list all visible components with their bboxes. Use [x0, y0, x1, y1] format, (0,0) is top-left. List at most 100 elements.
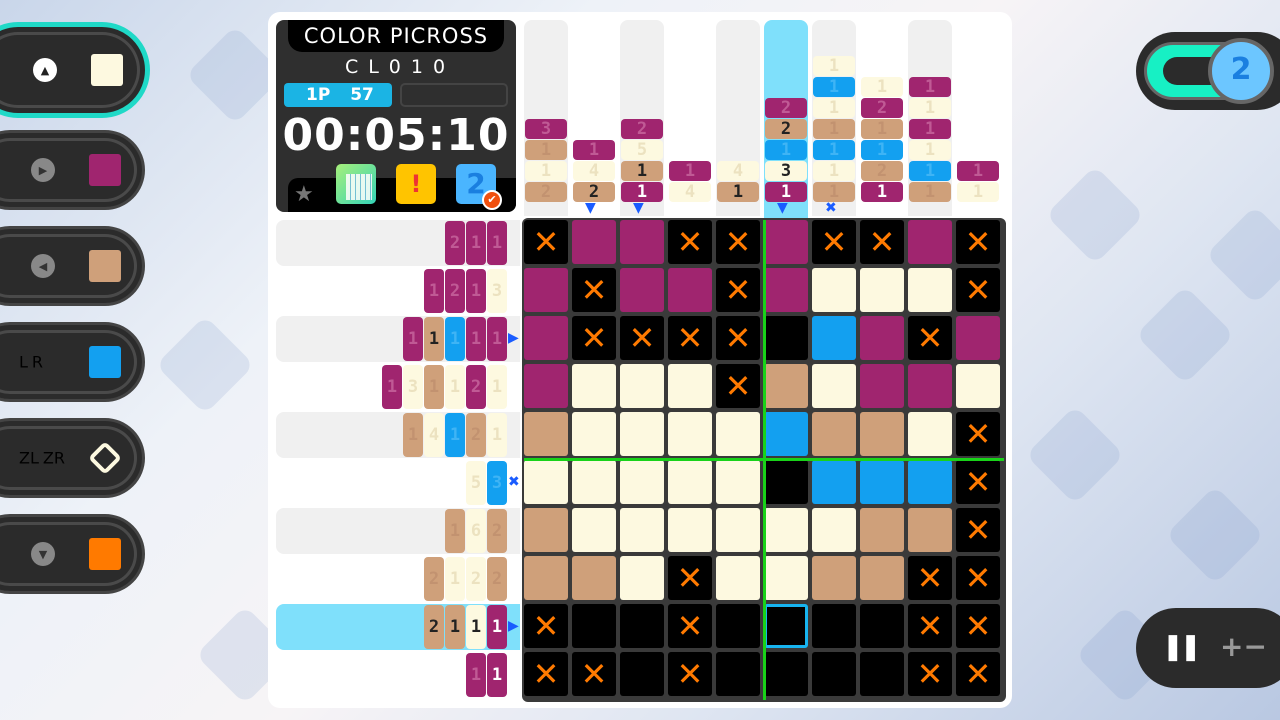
palette-slot-1[interactable]: ▲: [0, 22, 150, 118]
grid-cell[interactable]: ✕: [716, 220, 760, 264]
grid-cell[interactable]: ✕: [668, 556, 712, 600]
grid-cell[interactable]: [860, 316, 904, 360]
grid-cell[interactable]: [860, 508, 904, 552]
pause-button[interactable]: ❚❚: [1162, 632, 1202, 662]
grid-cell[interactable]: [716, 652, 760, 696]
grid-cell[interactable]: [860, 364, 904, 408]
grid-cell[interactable]: [668, 364, 712, 408]
hint-icon[interactable]: !: [396, 164, 436, 204]
layer-toggle[interactable]: 2: [1136, 32, 1280, 110]
grid-cell[interactable]: ✕: [668, 316, 712, 360]
grid-preview-icon[interactable]: [336, 164, 376, 204]
grid-cell[interactable]: [524, 460, 568, 504]
grid-cell[interactable]: [668, 412, 712, 456]
grid-cell[interactable]: [908, 508, 952, 552]
grid-cell[interactable]: ✕: [716, 316, 760, 360]
grid-cell[interactable]: ✕: [668, 652, 712, 696]
grid-cell[interactable]: [764, 508, 808, 552]
grid-cell[interactable]: [620, 220, 664, 264]
grid-cell[interactable]: [908, 412, 952, 456]
grid-cell[interactable]: [764, 220, 808, 264]
grid-cell[interactable]: [908, 460, 952, 504]
grid-cell[interactable]: [716, 412, 760, 456]
grid-cell[interactable]: [572, 220, 616, 264]
grid-cell[interactable]: ✕: [956, 604, 1000, 648]
grid-cell[interactable]: [764, 652, 808, 696]
grid-cell[interactable]: [812, 364, 856, 408]
grid-cell[interactable]: [524, 268, 568, 312]
grid-cell[interactable]: [908, 220, 952, 264]
grid-cell[interactable]: ✕: [668, 604, 712, 648]
grid-cell[interactable]: ✕: [956, 412, 1000, 456]
grid-cell[interactable]: ✕: [572, 316, 616, 360]
grid-cell[interactable]: [620, 412, 664, 456]
grid-cell[interactable]: ✕: [524, 220, 568, 264]
grid-cell[interactable]: [572, 460, 616, 504]
grid-cell[interactable]: [668, 508, 712, 552]
grid-cell[interactable]: [620, 268, 664, 312]
grid-cell[interactable]: [572, 556, 616, 600]
grid-cell[interactable]: [812, 412, 856, 456]
zoom-button[interactable]: +−: [1220, 630, 1267, 663]
grid-cell[interactable]: ✕: [956, 556, 1000, 600]
grid-cell[interactable]: [764, 604, 808, 648]
grid-cell[interactable]: ✕: [908, 316, 952, 360]
grid-cell[interactable]: ✕: [908, 604, 952, 648]
grid-cell[interactable]: ✕: [956, 652, 1000, 696]
grid-cell[interactable]: ✕: [860, 220, 904, 264]
grid-cell[interactable]: ✕: [668, 220, 712, 264]
palette-slot-2[interactable]: ▶: [0, 130, 145, 210]
grid-cell[interactable]: [764, 460, 808, 504]
grid-cell[interactable]: ✕: [620, 316, 664, 360]
grid-cell[interactable]: ✕: [956, 460, 1000, 504]
grid-cell[interactable]: [716, 604, 760, 648]
grid-cell[interactable]: ✕: [956, 508, 1000, 552]
grid-cell[interactable]: ✕: [956, 220, 1000, 264]
grid-cell[interactable]: [668, 268, 712, 312]
grid-cell[interactable]: ✕: [716, 268, 760, 312]
grid-cell[interactable]: [860, 604, 904, 648]
puzzle-grid[interactable]: ✕ ✕ ✕ ✕ ✕ ✕ ✕ ✕ ✕ ✕ ✕ ✕ ✕ ✕ ✕ ✕ ✕ ✕ ✕ ✕ ✕ ✕ ✕ ✕ ✕ ✕ ✕ ✕ ✕ ✕: [522, 218, 1006, 702]
grid-cell[interactable]: [524, 508, 568, 552]
grid-cell[interactable]: [812, 316, 856, 360]
grid-cell[interactable]: [860, 460, 904, 504]
grid-cell[interactable]: [572, 508, 616, 552]
grid-cell[interactable]: [812, 556, 856, 600]
grid-cell[interactable]: [812, 652, 856, 696]
grid-cell[interactable]: [620, 652, 664, 696]
grid-cell[interactable]: [716, 508, 760, 552]
grid-cell[interactable]: ✕: [812, 220, 856, 264]
grid-cell[interactable]: [524, 412, 568, 456]
grid-cell[interactable]: [620, 364, 664, 408]
grid-cell[interactable]: [620, 604, 664, 648]
grid-cell[interactable]: [764, 268, 808, 312]
grid-cell[interactable]: [860, 652, 904, 696]
grid-cell[interactable]: [860, 556, 904, 600]
grid-cell[interactable]: ✕: [524, 652, 568, 696]
grid-cell[interactable]: [812, 508, 856, 552]
grid-cell[interactable]: [812, 460, 856, 504]
grid-cell[interactable]: ✕: [572, 652, 616, 696]
grid-cell[interactable]: [956, 364, 1000, 408]
grid-cell[interactable]: [572, 364, 616, 408]
grid-cell[interactable]: [860, 412, 904, 456]
grid-cell[interactable]: ✕: [716, 364, 760, 408]
grid-cell[interactable]: [716, 460, 760, 504]
grid-cell[interactable]: ✕: [908, 556, 952, 600]
grid-cell[interactable]: [524, 316, 568, 360]
grid-cell[interactable]: [860, 268, 904, 312]
grid-cell[interactable]: [956, 316, 1000, 360]
grid-cell[interactable]: ✕: [572, 268, 616, 312]
grid-cell[interactable]: ✕: [956, 268, 1000, 312]
grid-cell[interactable]: [716, 556, 760, 600]
grid-cell[interactable]: [620, 508, 664, 552]
grid-cell[interactable]: [764, 412, 808, 456]
grid-cell[interactable]: [572, 604, 616, 648]
grid-cell[interactable]: [620, 556, 664, 600]
grid-cell[interactable]: [620, 460, 664, 504]
star-icon[interactable]: ★: [294, 182, 314, 207]
palette-slot-5[interactable]: ZL ZR: [0, 418, 145, 498]
grid-cell[interactable]: [524, 556, 568, 600]
grid-cell[interactable]: [908, 268, 952, 312]
